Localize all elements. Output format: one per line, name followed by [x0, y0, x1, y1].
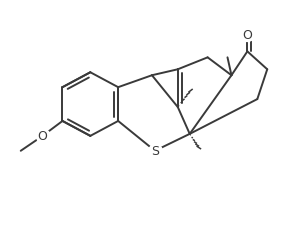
Text: S: S: [151, 145, 159, 158]
Text: O: O: [243, 29, 252, 42]
Text: O: O: [38, 130, 48, 143]
